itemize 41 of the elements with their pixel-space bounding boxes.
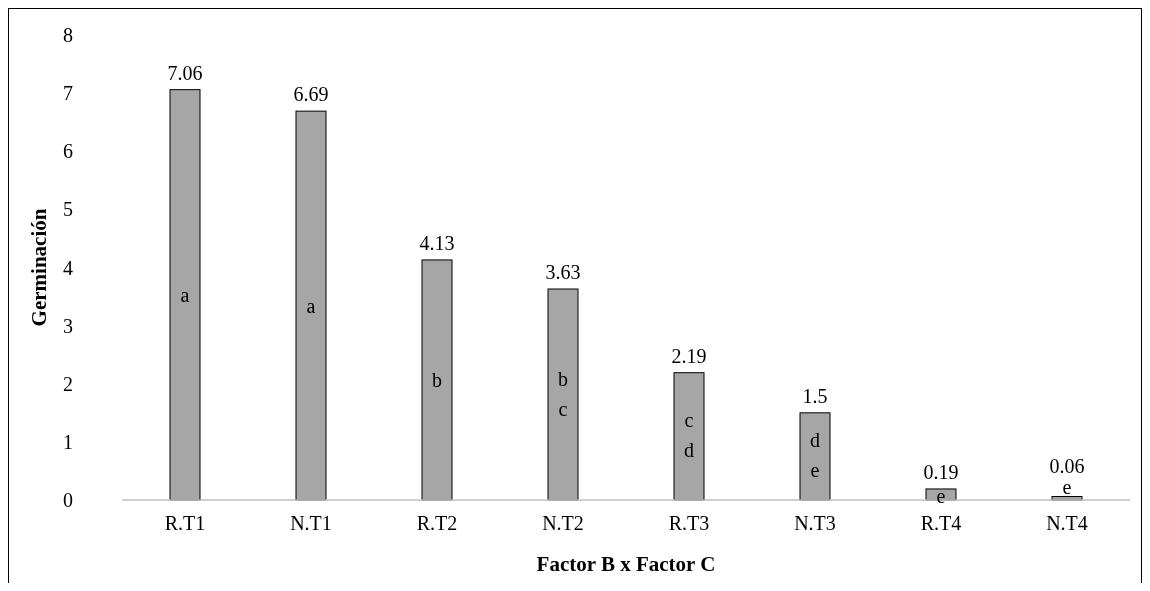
x-tick-label: R.T3: [668, 512, 710, 534]
x-tick-label: N.T1: [290, 512, 332, 534]
y-tick-label: 0: [63, 489, 73, 511]
bar: [169, 89, 201, 501]
annotation: e: [936, 485, 946, 507]
annotation: e: [1062, 475, 1072, 498]
y-tick-label: 2: [63, 372, 73, 395]
x-tick-label: N.T2: [542, 512, 584, 534]
y-tick-label: 5: [63, 198, 73, 221]
annotation: c d: [684, 409, 694, 462]
bar: [295, 110, 327, 501]
x-tick-label: R.T4: [920, 512, 962, 534]
data-label: 0.06: [1049, 454, 1085, 477]
data-label: 4.13: [419, 231, 455, 254]
data-label: 7.06: [167, 61, 203, 84]
y-tick-label: 3: [63, 314, 73, 337]
x-tick-label: R.T1: [164, 512, 206, 534]
bar: [673, 372, 705, 501]
y-tick-label: 4: [63, 256, 73, 279]
x-tick-label: R.T2: [416, 512, 458, 534]
y-tick-label: 6: [63, 140, 73, 163]
y-tick-label: 8: [63, 24, 73, 46]
data-label: 6.69: [293, 83, 329, 106]
y-tick-label: 7: [63, 82, 73, 105]
bar: [421, 259, 453, 501]
annotation: d e: [810, 429, 820, 482]
y-axis-title: Germinación: [27, 208, 51, 327]
annotation: a: [306, 294, 316, 317]
annotation: b: [432, 368, 442, 391]
x-axis-title: Factor B x Factor C: [536, 552, 716, 576]
data-label: 0.19: [923, 460, 959, 483]
y-tick-label: 1: [63, 430, 73, 453]
annotation: b c: [558, 367, 568, 420]
data-label: 3.63: [545, 261, 581, 284]
x-tick-label: N.T4: [1046, 512, 1088, 534]
data-label: 2.19: [671, 344, 707, 367]
x-tick-label: N.T3: [794, 512, 836, 534]
annotation: a: [180, 283, 190, 306]
bar: [547, 288, 579, 501]
bar: [799, 412, 831, 501]
data-label: 1.5: [802, 384, 828, 407]
